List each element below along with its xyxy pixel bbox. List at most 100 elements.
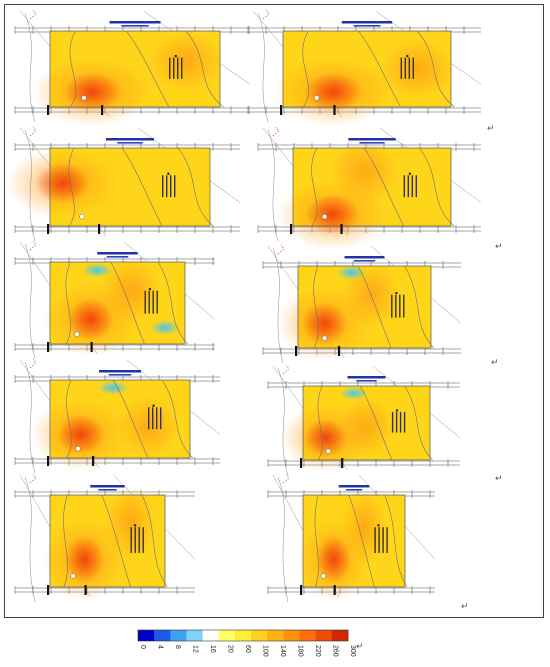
trail-line [24,361,36,474]
contour-line [384,494,408,588]
annotation-glyph [403,411,406,433]
annotation-glyph [378,527,380,553]
marker-post [84,585,87,595]
map-panel [247,9,482,126]
panel-title-strip [341,21,393,24]
legend-tick-label: 20 [227,645,234,653]
map-panel [14,358,221,474]
annotation-glyph [391,411,394,433]
borehole-point [377,524,380,527]
borehole-point [148,287,152,291]
station-marker [325,448,332,454]
annotation-glyph [386,527,388,553]
trail-line [272,247,284,364]
panel-title-strip [99,370,141,373]
field-border [282,30,452,108]
figure-frame: ↵ ↵ ↵ ↵ ↵ [4,4,544,618]
map-panel [262,244,462,364]
field-border [302,494,406,588]
map-panel [267,473,436,603]
marker-post [340,224,343,234]
cold-zone [336,265,366,280]
trail-line [24,12,36,123]
annotation-glyph [181,57,183,79]
map-panel [6,126,241,242]
contour-line [63,494,68,588]
legend-tick-label: 140 [279,645,286,657]
annotation-glyph [404,57,406,79]
marker-post [101,105,104,115]
annotation-glyph [160,407,162,430]
borehole-point [408,172,412,175]
map-panel [267,364,461,476]
trail-line [24,476,36,603]
field-border [297,265,432,349]
contour-line [126,30,170,108]
paragraph-mark: ↵ [461,601,469,611]
trail-line [277,476,289,603]
marker-post [341,458,344,468]
hot-zone [301,302,348,345]
annotation-glyph [144,290,146,314]
annotation-glyph [374,527,376,553]
marker-post [47,224,50,234]
annotation-glyph [156,290,158,314]
marker-post [295,346,298,356]
annotation-glyph [391,294,393,318]
hot-zone [316,535,351,584]
annotation-glyph [169,57,171,79]
annotation-glyph [152,407,154,430]
hot-zone [304,418,348,458]
annotation-glyph [173,57,175,79]
map-panel [14,240,216,360]
warm-zone [329,140,399,203]
warm-zone [380,38,455,100]
panel-title-strip [109,21,161,24]
legend-swatch [218,630,236,641]
panel-subtitle-strip [356,380,377,382]
legend-tick-label: 4 [157,645,164,649]
station-marker [322,335,328,341]
contour-line [110,261,145,345]
legend-tick-label: 16 [209,645,216,653]
station-marker [75,446,81,452]
legend-swatch [234,630,252,641]
annotation-glyph [138,527,140,553]
annotation-glyph [170,175,172,198]
marker-post [47,456,50,466]
annotation-glyph [174,175,176,198]
paragraph-mark: ↵ [495,241,503,251]
annotation-glyph [156,407,158,430]
station-marker [320,573,327,579]
legend-swatch [267,630,284,641]
contour-line [121,147,163,227]
field-border [302,385,431,461]
hot-zone [305,194,360,235]
panel-title-strip [347,376,386,379]
marker-post [280,105,283,115]
annotation-glyph [415,175,417,198]
borehole-point [152,404,155,407]
contour-line [317,385,323,461]
panel-subtitle-strip [345,489,363,491]
station-marker [79,214,85,220]
marker-post [98,224,101,234]
contour-line [65,261,71,345]
panel-subtitle-strip [359,142,385,144]
borehole-point [395,291,398,295]
paragraph-mark: ↵ [491,357,499,367]
legend-tick-label: 220 [314,645,321,657]
contour-line [302,30,309,108]
panel-title-strip [348,138,396,141]
contour-line [358,30,401,108]
contour-line [112,379,149,459]
marker-post [333,105,336,115]
legend-swatch [283,630,300,641]
contour-line [311,147,318,227]
paragraph-mark: ↵ [356,641,364,651]
paragraph-mark: ↵ [487,123,495,133]
contour-line [357,265,392,349]
annotation-glyph [395,411,398,433]
station-marker [81,95,87,101]
station-marker [322,214,328,220]
